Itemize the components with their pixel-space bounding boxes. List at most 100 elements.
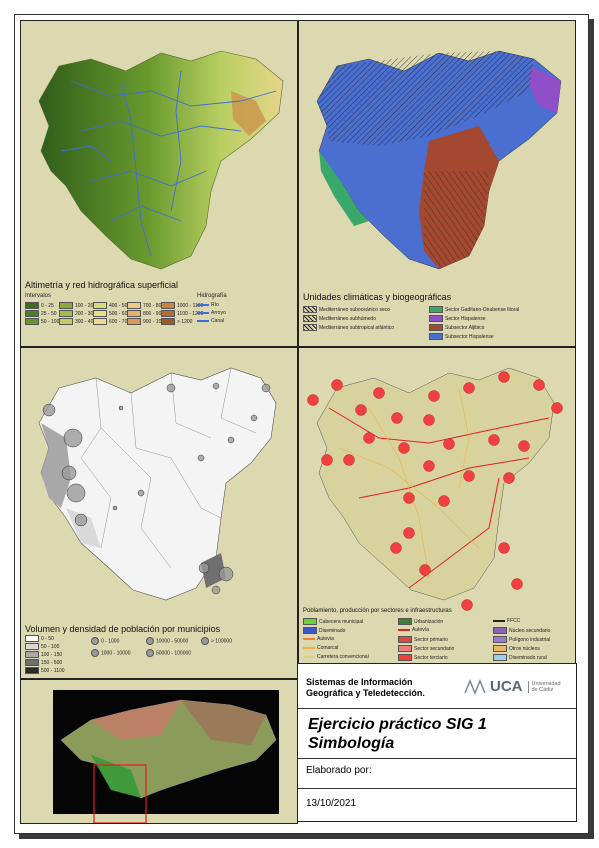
biogeo-item-0: Sector Gaditano-Onubense litoral bbox=[429, 306, 519, 313]
hydro-item-2-text: Canal bbox=[211, 318, 225, 324]
volume-item-1-swatch bbox=[91, 649, 99, 657]
climate-item-1-swatch bbox=[303, 315, 317, 322]
hydro-item-2-swatch bbox=[197, 319, 209, 322]
settlement-item-10-text: Sector secundario bbox=[414, 645, 455, 652]
density-item-1-text: 50 - 100 bbox=[41, 643, 60, 650]
hydro-item-1: Arroyo bbox=[197, 310, 226, 316]
altimetry-interval-10-swatch bbox=[127, 310, 141, 317]
volume-item-3: 50000 - 100000 bbox=[146, 649, 191, 657]
settlement-item-13-swatch bbox=[398, 654, 412, 661]
settlement-item-11-swatch bbox=[493, 645, 507, 652]
biogeo-item-0-text: Sector Gaditano-Onubense litoral bbox=[445, 306, 520, 313]
exercise-subtitle: Simbología bbox=[308, 735, 395, 752]
altimetry-interval-8: 600 - 700 bbox=[93, 318, 130, 325]
settlement-item-1-text: Urbanización bbox=[414, 618, 444, 625]
biogeo-item-1-swatch bbox=[429, 315, 443, 322]
settlement-item-7: Sector primario bbox=[398, 636, 448, 643]
biogeo-item-1: Sector Hispalense bbox=[429, 315, 486, 322]
altimetry-interval-8-text: 600 - 700 bbox=[109, 318, 131, 325]
settlement-item-13: Sector terciario bbox=[398, 654, 448, 661]
intervals-label: Intervalos bbox=[25, 293, 52, 299]
settlement-item-9-text: Comarcal bbox=[317, 645, 339, 651]
altimetry-interval-11-swatch bbox=[127, 318, 141, 325]
uca-logo-sub2: de Cádiz bbox=[531, 686, 554, 693]
hydro-item-1-swatch bbox=[197, 311, 209, 314]
density-item-4: 500 - 1100 bbox=[25, 667, 65, 674]
settlement-item-2-swatch bbox=[493, 619, 505, 622]
altimetry-interval-12-text: 1000 - 1100 bbox=[177, 302, 204, 309]
settlement-item-14-text: Diseminado rural bbox=[509, 654, 547, 661]
locator-panel bbox=[20, 679, 298, 824]
altimetry-map bbox=[38, 50, 284, 270]
climate-item-0: Mediterráneo suboceánico seco bbox=[303, 306, 390, 313]
altimetry-title: Altimetría y red hidrográfica superficia… bbox=[25, 280, 179, 290]
altimetry-interval-6: 400 - 500 bbox=[93, 302, 130, 309]
biogeo-item-3-swatch bbox=[429, 333, 443, 340]
climate-item-1: Mediterráneo subhúmedo bbox=[303, 315, 376, 322]
altimetry-interval-9: 700 - 800 bbox=[127, 302, 164, 309]
volume-item-3-text: 50000 - 100000 bbox=[156, 650, 192, 657]
settlement-item-4-swatch bbox=[398, 628, 410, 631]
volume-item-1: 1000 - 10000 bbox=[91, 649, 130, 657]
settlement-item-4-text: Autovía bbox=[412, 627, 429, 633]
settlement-item-14: Diseminado rural bbox=[493, 654, 547, 661]
volume-item-4: > 100000 bbox=[201, 637, 232, 645]
author-label: Elaborado por: bbox=[306, 765, 372, 776]
settlement-item-8: Polígono industrial bbox=[493, 636, 550, 643]
date-label: 13/10/2021 bbox=[306, 798, 357, 809]
climate-item-1-text: Mediterráneo subhúmedo bbox=[319, 315, 376, 322]
settlement-item-6-swatch bbox=[303, 637, 315, 640]
climate-title: Unidades climáticas y biogeográficas bbox=[303, 292, 452, 302]
settlement-item-7-swatch bbox=[398, 636, 412, 643]
climate-map bbox=[316, 50, 562, 270]
sector-pie-symbols bbox=[307, 371, 563, 611]
settlement-item-8-text: Polígono industrial bbox=[509, 636, 551, 643]
density-item-4-swatch bbox=[25, 667, 39, 674]
settlement-item-10-swatch bbox=[398, 645, 412, 652]
climate-item-0-text: Mediterráneo suboceánico seco bbox=[319, 306, 390, 313]
altimetry-interval-9-text: 700 - 800 bbox=[143, 302, 165, 309]
biogeo-item-3: Subsector Hispalense bbox=[429, 333, 494, 340]
altimetry-interval-1-swatch bbox=[25, 310, 39, 317]
biogeo-item-2: Subsector Aljibico bbox=[429, 324, 484, 331]
altimetry-interval-13-text: 1100 - 1200 bbox=[177, 310, 204, 317]
settlement-item-2-text: FFCC bbox=[507, 618, 521, 624]
density-item-1: 50 - 100 bbox=[25, 643, 59, 650]
volume-item-1-text: 1000 - 10000 bbox=[101, 650, 131, 657]
climate-panel: Unidades climáticas y biogeográficas Med… bbox=[298, 20, 576, 347]
altimetry-interval-7: 500 - 600 bbox=[93, 310, 130, 317]
altimetry-interval-14: > 1200 bbox=[161, 318, 192, 325]
settlement-item-0-swatch bbox=[303, 618, 317, 625]
title-block: Sistemas de Información Geográfica y Tel… bbox=[297, 663, 577, 822]
altimetry-interval-10: 800 - 900 bbox=[127, 310, 164, 317]
uca-logo-sub1: Universidad bbox=[531, 680, 561, 687]
settlement-item-7-text: Sector primario bbox=[414, 636, 448, 643]
altimetry-interval-7-text: 500 - 600 bbox=[109, 310, 131, 317]
org-name-line2: Geográfica y Teledetección. bbox=[306, 688, 425, 698]
settlement-item-11-text: Otros núcleos bbox=[509, 645, 540, 652]
altimetry-interval-0-text: 0 - 25 bbox=[41, 302, 54, 309]
settlement-item-3: Diseminado bbox=[303, 627, 345, 634]
density-item-3-text: 150 - 500 bbox=[41, 659, 63, 666]
hydro-item-1-text: Arroyo bbox=[211, 310, 226, 316]
altimetry-interval-0-swatch bbox=[25, 302, 39, 309]
settlement-item-6-text: Autovía bbox=[317, 636, 334, 642]
density-item-0-swatch bbox=[25, 635, 39, 642]
settlement-item-14-swatch bbox=[493, 654, 507, 661]
settlement-item-4: Autovía bbox=[398, 627, 429, 633]
altimetry-interval-2-swatch bbox=[25, 318, 39, 325]
altimetry-interval-12: 1000 - 1100 bbox=[161, 302, 203, 309]
volume-item-2: 10000 - 50000 bbox=[146, 637, 188, 645]
volume-item-0-swatch bbox=[91, 637, 99, 645]
org-name-line1: Sistemas de Información bbox=[306, 677, 413, 687]
volume-item-3-swatch bbox=[146, 649, 154, 657]
biogeo-item-3-text: Subsector Hispalense bbox=[445, 333, 494, 340]
volume-item-0-text: 0 - 1000 bbox=[101, 638, 120, 645]
altimetry-interval-11: 900 - 1000 bbox=[127, 318, 167, 325]
settlement-item-8-swatch bbox=[493, 636, 507, 643]
altimetry-interval-13-swatch bbox=[161, 310, 175, 317]
settlement-item-1: Urbanización bbox=[398, 618, 443, 625]
altimetry-interval-12-swatch bbox=[161, 302, 175, 309]
altimetry-interval-7-swatch bbox=[93, 310, 107, 317]
density-item-1-swatch bbox=[25, 643, 39, 650]
